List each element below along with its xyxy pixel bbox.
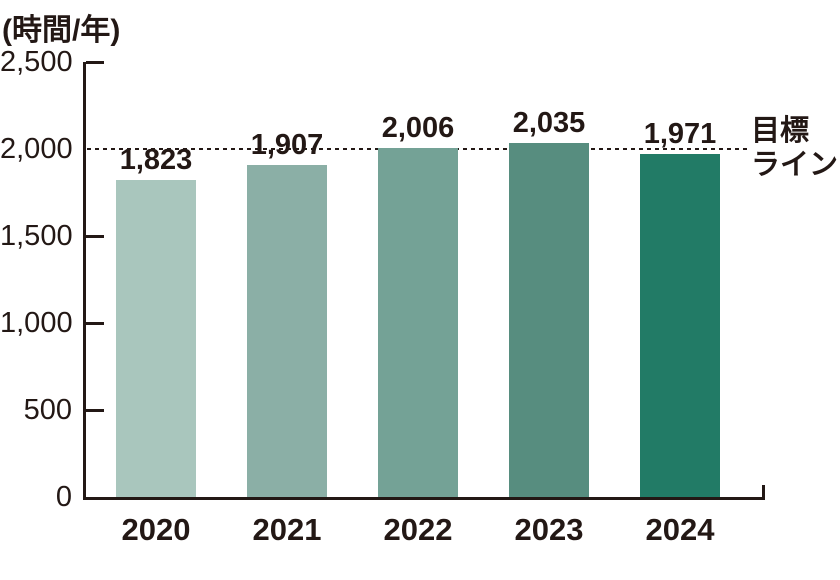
y-axis-tick-label: 1,500 xyxy=(0,220,73,252)
bar xyxy=(247,165,327,497)
y-axis-tick-label: 2,500 xyxy=(0,46,73,78)
bar xyxy=(640,154,720,497)
bar-value-label: 1,823 xyxy=(119,143,193,176)
y-axis-tick xyxy=(86,234,104,238)
y-axis-tick xyxy=(86,408,104,412)
y-axis-unit-label: (時間/年) xyxy=(2,14,121,47)
bar-value-label: 1,971 xyxy=(643,118,717,151)
target-line-label-line1: 目標 xyxy=(751,115,810,147)
x-axis-label: 2022 xyxy=(383,512,453,547)
bar xyxy=(378,147,458,497)
x-axis-end-tick xyxy=(762,485,765,500)
x-axis-line xyxy=(83,497,765,500)
x-axis-label: 2024 xyxy=(645,512,715,547)
y-axis-tick xyxy=(86,321,104,325)
bar xyxy=(509,142,589,497)
x-axis-label: 2021 xyxy=(252,512,322,547)
y-axis-tick xyxy=(86,60,104,64)
bar xyxy=(116,179,196,497)
bar-value-label: 1,907 xyxy=(250,129,324,162)
x-axis-label: 2023 xyxy=(514,512,584,547)
target-line-label: 目標 ライン xyxy=(751,114,838,182)
bar-value-label: 2,006 xyxy=(381,111,455,144)
y-axis-tick-label: 2,000 xyxy=(0,133,73,165)
bar-value-label: 2,035 xyxy=(512,106,586,139)
y-axis-tick-label: 1,000 xyxy=(0,307,73,339)
target-line-label-line2: ライン xyxy=(751,149,839,181)
y-axis-tick-label: 0 xyxy=(55,481,72,513)
y-axis-line xyxy=(83,62,86,500)
y-axis-tick-label: 500 xyxy=(23,394,72,426)
x-axis-label: 2020 xyxy=(121,512,191,547)
